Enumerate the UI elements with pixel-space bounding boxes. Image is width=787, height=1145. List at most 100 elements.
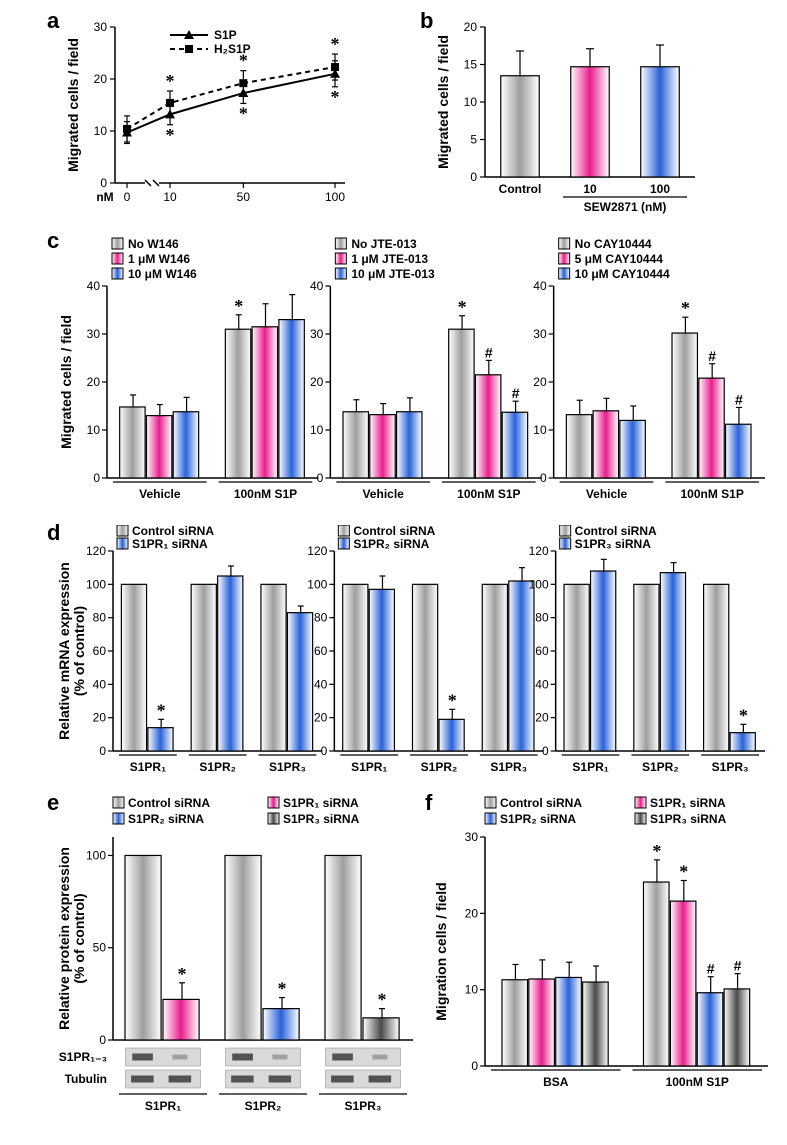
svg-text:20: 20 (465, 906, 479, 920)
svg-text:20: 20 (314, 711, 328, 725)
svg-text:SEW2871 (nM): SEW2871 (nM) (584, 200, 667, 214)
svg-text:40: 40 (310, 279, 324, 293)
svg-text:0: 0 (470, 170, 477, 184)
svg-text:40: 40 (533, 279, 547, 293)
svg-text:S1PR₂: S1PR₂ (421, 760, 458, 774)
panel-a-chart: 010203001050100nMMigrated cells / field*… (60, 15, 360, 225)
svg-text:10: 10 (465, 983, 479, 997)
svg-text:S1PR₃: S1PR₃ (345, 1099, 382, 1113)
svg-text:S1PR₂: S1PR₂ (199, 760, 236, 774)
svg-text:No W146: No W146 (128, 237, 179, 251)
svg-text:100: 100 (325, 190, 345, 204)
svg-text:*: * (239, 103, 248, 123)
panel-e-chart: Relative protein expression(% of control… (55, 795, 425, 1140)
svg-text:Migrated cells / field: Migrated cells / field (65, 38, 81, 172)
svg-text:40: 40 (314, 677, 328, 691)
svg-text:0: 0 (321, 744, 328, 758)
svg-text:*: * (458, 297, 467, 317)
panel-c-chart: Migrated cells / field No W1461 μM W146 10… (55, 232, 775, 512)
svg-text:100nM S1P: 100nM S1P (234, 487, 297, 501)
svg-text:S1PR₁ siRNA: S1PR₁ siRNA (283, 796, 359, 810)
svg-text:S1PR₃ siRNA: S1PR₃ siRNA (575, 537, 652, 551)
svg-text:Migration cells / field: Migration cells / field (433, 882, 449, 1020)
svg-text:10: 10 (310, 423, 324, 437)
svg-text:*: * (652, 841, 661, 861)
svg-text:0: 0 (542, 744, 549, 758)
svg-text:20: 20 (533, 375, 547, 389)
svg-text:No JTE-013: No JTE-013 (351, 237, 417, 251)
svg-text:#: # (485, 344, 493, 360)
svg-text:40: 40 (93, 677, 107, 691)
svg-text:10: 10 (464, 95, 478, 109)
svg-text:Migrated cells / field: Migrated cells / field (435, 35, 451, 169)
svg-text:20: 20 (464, 20, 478, 34)
svg-text:S1PR₁: S1PR₁ (130, 760, 166, 774)
svg-text:0: 0 (100, 176, 107, 190)
svg-text:10: 10 (94, 124, 108, 138)
svg-text:120: 120 (529, 544, 549, 558)
svg-text:S1PR₁: S1PR₁ (351, 760, 387, 774)
svg-text:30: 30 (87, 327, 101, 341)
svg-text:40: 40 (87, 279, 101, 293)
svg-text:30: 30 (533, 327, 547, 341)
panel-f-chart: Migration cells / field Control siRNA S1PR… (430, 795, 780, 1100)
svg-text:Relative protein expression: Relative protein expression (56, 847, 72, 1030)
panel-label-a: a (47, 8, 59, 34)
svg-text:0: 0 (93, 471, 100, 485)
svg-text:Migrated cells / field: Migrated cells / field (58, 315, 74, 449)
svg-text:*: * (166, 71, 175, 91)
svg-text:10: 10 (533, 423, 547, 437)
svg-text:80: 80 (535, 611, 549, 625)
svg-text:15: 15 (464, 58, 478, 72)
svg-text:#: # (735, 391, 743, 407)
svg-text:0: 0 (99, 1033, 106, 1047)
svg-text:*: * (679, 862, 688, 882)
svg-text:S1PR₃: S1PR₃ (490, 760, 527, 774)
svg-text:*: * (331, 34, 340, 54)
svg-text:20: 20 (94, 72, 108, 86)
svg-text:80: 80 (314, 611, 328, 625)
svg-text:#: # (734, 958, 742, 974)
svg-text:S1PR₂ siRNA: S1PR₂ siRNA (128, 812, 204, 826)
svg-text:*: * (157, 700, 166, 720)
svg-text:*: * (378, 990, 387, 1010)
svg-text:S1PR₂ siRNA: S1PR₂ siRNA (353, 537, 429, 551)
panel-b-chart: 05101520Migrated cells / fieldControl101… (430, 15, 710, 225)
svg-text:30: 30 (310, 327, 324, 341)
svg-text:#: # (707, 961, 715, 977)
svg-text:BSA: BSA (543, 1075, 569, 1089)
panel-d-chart: Relative mRNA expression(% of control)Co… (55, 525, 775, 785)
svg-text:S1P: S1P (214, 28, 237, 42)
svg-text:20: 20 (93, 711, 107, 725)
svg-text:S1PR₃: S1PR₃ (712, 760, 749, 774)
svg-text:S1PR₃ siRNA: S1PR₃ siRNA (283, 812, 360, 826)
svg-text:30: 30 (465, 830, 479, 844)
svg-text:0: 0 (471, 1059, 478, 1073)
svg-text:40: 40 (535, 677, 549, 691)
svg-text:S1PR₃: S1PR₃ (269, 760, 306, 774)
svg-text:1 μM W146: 1 μM W146 (128, 252, 190, 266)
svg-text:30: 30 (94, 20, 108, 34)
svg-text:S1PR₁: S1PR₁ (572, 760, 608, 774)
svg-text:S1PR₁₋₃: S1PR₁₋₃ (59, 1050, 107, 1064)
svg-text:10: 10 (163, 190, 177, 204)
svg-text:H₂S1P: H₂S1P (214, 42, 251, 56)
svg-text:120: 120 (307, 544, 327, 558)
svg-text:100: 100 (529, 577, 549, 591)
svg-text:Vehicle: Vehicle (586, 487, 628, 501)
svg-text:120: 120 (86, 544, 106, 558)
svg-text:*: * (331, 87, 340, 107)
svg-text:100nM S1P: 100nM S1P (680, 487, 743, 501)
svg-text:20: 20 (535, 711, 549, 725)
svg-text:10 μM JTE-013: 10 μM JTE-013 (351, 267, 435, 281)
svg-text:Vehicle: Vehicle (362, 487, 404, 501)
svg-text:10: 10 (583, 182, 597, 196)
svg-text:100nM S1P: 100nM S1P (666, 1075, 729, 1089)
svg-text:Control siRNA: Control siRNA (500, 796, 582, 810)
svg-text:*: * (739, 705, 748, 725)
svg-text:20: 20 (87, 375, 101, 389)
svg-text:*: * (278, 979, 287, 999)
svg-text:10: 10 (87, 423, 101, 437)
svg-text:100: 100 (86, 848, 106, 862)
svg-text:S1PR₃ siRNA: S1PR₃ siRNA (650, 812, 727, 826)
